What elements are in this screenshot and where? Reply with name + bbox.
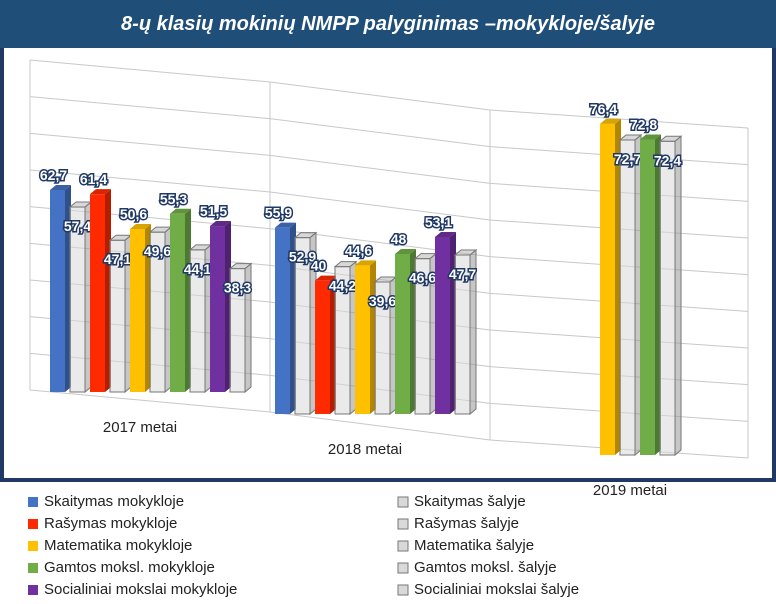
data-label: 50,6 <box>120 206 147 222</box>
x-tick-label: 2017 metai <box>103 419 177 436</box>
bar-top <box>640 134 661 140</box>
legend-swatch <box>28 519 38 529</box>
bar-top <box>453 249 478 256</box>
bar <box>69 206 86 393</box>
data-label: 55,3 <box>160 191 187 207</box>
x-tick-label: 2018 metai <box>328 441 402 458</box>
bar <box>435 237 450 414</box>
data-label: 38,3 <box>224 280 251 296</box>
legend-swatch <box>397 584 409 596</box>
bar-top <box>275 222 296 228</box>
legend-label: Skaitymas šalyje <box>414 493 526 510</box>
bars: 62,7 57,4 61,4 47,1 50,6 49,6 55,3 44,1 51,5 38,3… <box>38 99 683 499</box>
legend: Skaitymas mokykloje Skaitymas šalyje Rašym… <box>28 493 579 598</box>
legend-swatch <box>28 563 38 573</box>
title-band <box>0 0 776 48</box>
data-label: 51,5 <box>200 203 227 219</box>
legend-swatch <box>397 540 409 552</box>
data-label: 46,6 <box>409 270 436 286</box>
legend-label: Gamtos moksl. šalyje <box>414 559 557 576</box>
bar-top <box>333 261 358 268</box>
legend-swatch <box>397 518 409 530</box>
legend-swatch <box>28 585 38 595</box>
bar-top <box>210 221 231 227</box>
legend-label: Rašymas mokykloje <box>44 515 177 532</box>
legend-swatch <box>397 496 409 508</box>
bar <box>210 226 225 392</box>
bar-top <box>395 249 416 254</box>
bar-top <box>315 275 336 281</box>
legend-label: Socialiniai mokslai šalyje <box>414 581 579 598</box>
data-label: 44,1 <box>184 261 211 277</box>
bar-top <box>90 189 111 195</box>
legend-label: Skaitymas mokykloje <box>44 493 184 510</box>
data-label: 40 <box>311 258 327 274</box>
bar-top <box>435 232 456 237</box>
bar <box>355 265 370 414</box>
bar-top <box>50 184 71 190</box>
bar <box>600 123 615 455</box>
legend-label: Gamtos moksl. mokykloje <box>44 559 215 576</box>
data-label: 48 <box>391 231 407 247</box>
bar <box>659 140 676 456</box>
bar <box>50 189 65 392</box>
data-label: 47,1 <box>104 251 131 267</box>
legend-swatch <box>28 541 38 551</box>
x-tick-label: 2019 metai <box>593 482 667 499</box>
bar-top <box>600 118 621 124</box>
bar-top <box>170 208 191 214</box>
chart-title: 8-ų klasių mokinių NMPP palyginimas –mok… <box>121 13 655 35</box>
data-label: 72,4 <box>654 152 681 168</box>
bar-top <box>130 223 151 229</box>
bar-top <box>658 135 683 142</box>
bar <box>619 139 636 456</box>
legend-swatch <box>397 562 409 574</box>
data-label: 44,2 <box>329 278 356 294</box>
bar-top <box>228 263 253 270</box>
bar-side <box>674 135 682 457</box>
data-label: 44,6 <box>345 242 372 258</box>
data-label: 57,4 <box>64 218 91 234</box>
bar-top <box>355 260 376 266</box>
bar <box>90 194 105 392</box>
legend-swatch <box>28 497 38 507</box>
data-label: 55,9 <box>265 205 292 221</box>
data-label: 52,9 <box>289 249 316 265</box>
bar <box>130 228 145 392</box>
bar-top <box>293 232 318 239</box>
bar <box>315 280 330 414</box>
bar-top <box>618 134 643 141</box>
legend-label: Socialiniai mokslai mokykloje <box>44 581 237 598</box>
data-label: 61,4 <box>80 171 107 187</box>
data-label: 49,6 <box>144 243 171 259</box>
data-label: 47,7 <box>449 266 476 282</box>
bar <box>640 139 655 456</box>
data-label: 72,7 <box>614 151 641 167</box>
data-label: 76,4 <box>590 101 617 117</box>
data-label: 39,6 <box>369 293 396 309</box>
bar <box>170 213 185 392</box>
bar <box>395 254 410 414</box>
data-label: 53,1 <box>425 214 452 230</box>
data-label: 72,8 <box>630 117 657 133</box>
legend-label: Rašymas šalyje <box>414 515 519 532</box>
data-label: 62,7 <box>40 167 67 183</box>
legend-label: Matematika šalyje <box>414 537 534 554</box>
legend-label: Matematika mokykloje <box>44 537 192 554</box>
bar <box>275 227 290 414</box>
